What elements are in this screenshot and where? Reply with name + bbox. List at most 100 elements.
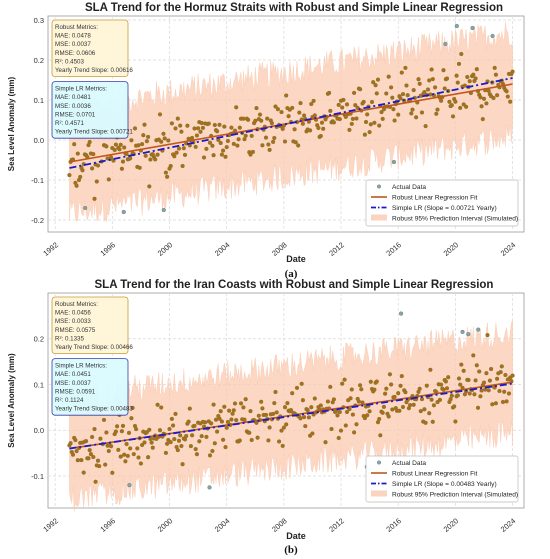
simple-fit-line — [69, 77, 513, 169]
data-point — [480, 116, 485, 122]
data-point — [493, 72, 498, 77]
data-point — [192, 126, 197, 131]
simple-metrics-box-line: MAE: 0.0451 — [55, 371, 91, 378]
data-point — [180, 462, 185, 467]
data-point — [466, 377, 471, 383]
data-point — [146, 455, 151, 460]
data-point — [125, 453, 130, 458]
data-point — [495, 376, 500, 381]
data-point — [449, 103, 454, 108]
data-point — [400, 404, 406, 410]
data-point — [505, 94, 510, 99]
data-point — [396, 112, 401, 117]
outlier-point — [121, 209, 126, 215]
data-point — [172, 437, 177, 442]
data-point — [124, 441, 129, 447]
data-point — [173, 411, 178, 416]
data-point — [365, 413, 370, 418]
data-point — [149, 440, 154, 445]
data-point — [425, 87, 431, 92]
data-point — [138, 461, 143, 466]
data-point — [354, 422, 359, 427]
data-point — [358, 87, 363, 92]
data-point — [194, 452, 199, 457]
data-point — [471, 72, 476, 77]
data-point — [331, 397, 336, 402]
data-point — [397, 408, 402, 413]
data-point — [91, 454, 96, 460]
actual-data-points — [67, 23, 515, 215]
data-point — [137, 165, 142, 170]
data-point — [186, 419, 191, 424]
data-point — [479, 104, 484, 109]
x-tick-label: 2000 — [156, 516, 175, 534]
data-point — [286, 114, 291, 119]
data-point — [70, 452, 76, 457]
data-point — [365, 112, 370, 117]
data-point — [399, 70, 404, 75]
data-point — [450, 114, 456, 119]
data-point — [358, 383, 363, 388]
data-point — [263, 412, 269, 417]
data-point — [200, 125, 205, 130]
data-point — [475, 405, 481, 410]
data-point — [444, 76, 450, 81]
data-point — [372, 120, 377, 125]
data-point — [290, 391, 295, 396]
outlier-point — [398, 311, 404, 316]
data-point — [94, 179, 99, 184]
data-point — [275, 107, 280, 112]
data-point — [97, 464, 102, 469]
data-point — [350, 116, 355, 121]
data-point — [340, 381, 345, 386]
data-point — [155, 152, 160, 157]
data-point — [169, 416, 174, 421]
robust-metrics-box-line: R²: 0.1335 — [55, 335, 84, 342]
data-point — [459, 362, 464, 367]
data-point — [462, 83, 467, 88]
data-point — [343, 423, 348, 428]
data-point — [439, 382, 444, 387]
data-point — [377, 416, 382, 422]
data-point — [204, 434, 209, 439]
data-point — [414, 115, 419, 120]
y-axis-label: Sea Level Anomaly (mm) — [7, 353, 16, 448]
legend-marker-band — [371, 214, 387, 221]
data-point — [273, 389, 278, 395]
data-point — [458, 105, 463, 110]
data-point — [130, 405, 135, 410]
data-point — [302, 415, 307, 420]
y-tick-label: -0.2 — [31, 216, 44, 225]
x-tick-label: 1992 — [41, 516, 60, 534]
data-point — [223, 445, 228, 450]
data-point — [359, 387, 364, 392]
legend-entry: Robust 95% Prediction Interval (Simulate… — [392, 492, 518, 499]
data-point — [221, 148, 226, 153]
data-point — [213, 417, 219, 422]
y-axis-label: Sea Level Anomaly (mm) — [7, 76, 16, 171]
data-point — [298, 100, 303, 106]
outlier-point — [454, 23, 459, 29]
data-point — [178, 123, 183, 128]
data-point — [165, 174, 170, 179]
data-point — [350, 412, 355, 417]
data-point — [510, 69, 515, 74]
data-point — [236, 137, 241, 142]
data-point — [300, 398, 305, 403]
data-point — [508, 99, 513, 104]
data-point — [166, 138, 171, 143]
panel-caption: (b) — [284, 544, 298, 556]
data-point — [447, 99, 452, 104]
data-point — [98, 436, 103, 441]
robust-metrics-box-line: Robust Metrics: — [55, 301, 98, 308]
data-point — [148, 157, 153, 162]
data-point — [103, 462, 108, 467]
data-point — [91, 152, 96, 157]
outlier-point — [443, 41, 448, 47]
data-point — [197, 439, 202, 444]
x-tick-label: 2016 — [384, 516, 403, 534]
data-point — [219, 152, 224, 157]
data-point — [221, 437, 226, 442]
data-point — [435, 107, 440, 112]
data-point — [368, 122, 373, 127]
